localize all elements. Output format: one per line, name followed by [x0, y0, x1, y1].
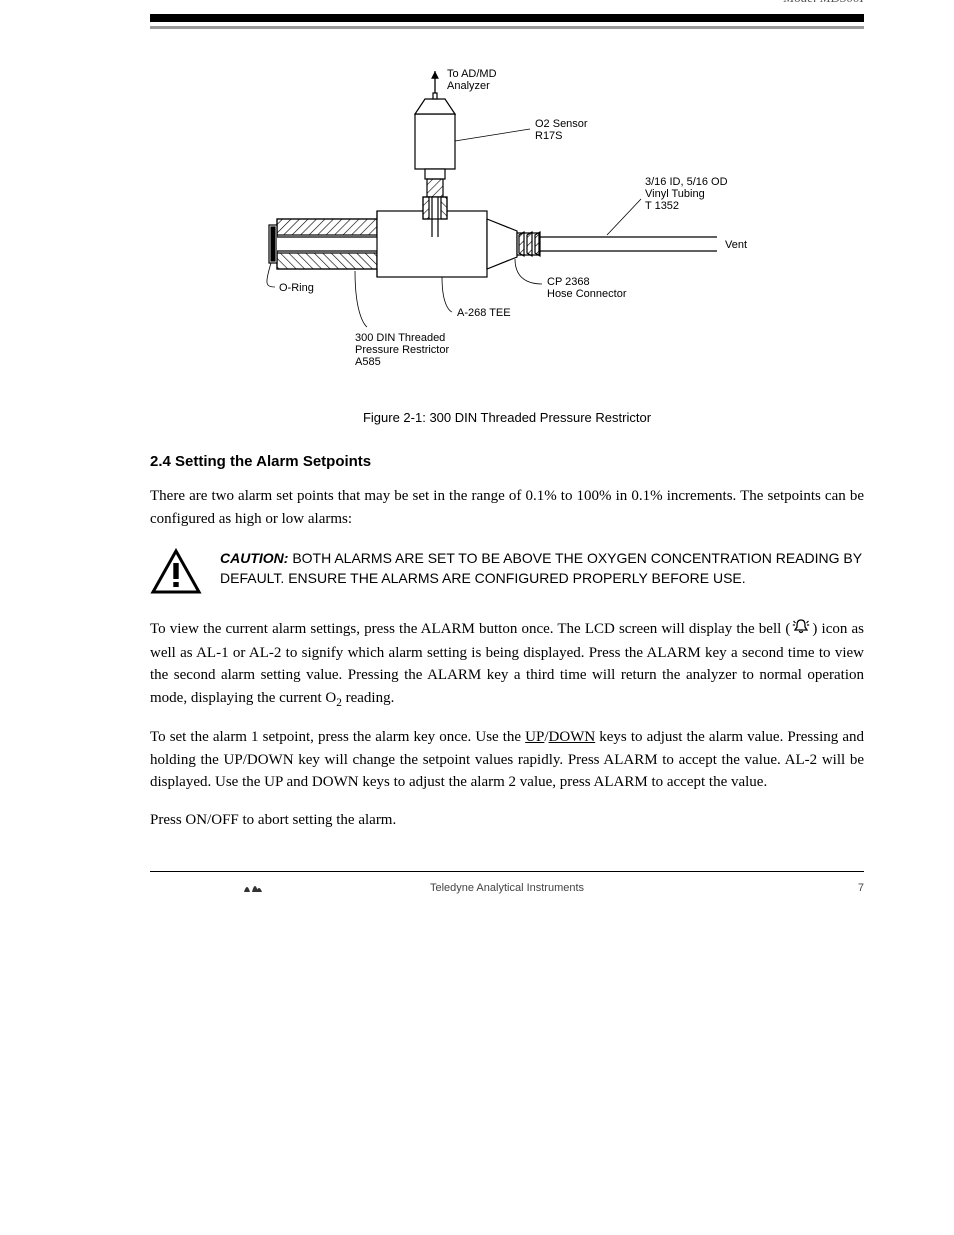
label-hose-2: Hose Connector [547, 288, 627, 300]
header-rule-thick [150, 14, 864, 22]
figure-caption: Figure 2-1: 300 DIN Threaded Pressure Re… [150, 410, 864, 425]
label-o2-sensor: O2 Sensor [535, 118, 588, 130]
caution-text: CAUTION: BOTH ALARMS ARE SET TO BE ABOVE… [220, 548, 864, 589]
diagram-container: To AD/MD Analyzer O2 Sensor R17S [150, 59, 864, 392]
para-intro: There are two alarm set points that may … [150, 485, 864, 530]
para-view-alarms: To view the current alarm settings, pres… [150, 618, 864, 711]
para-set-alarm: To set the alarm 1 setpoint, press the a… [150, 726, 864, 794]
label-tubing-1: 3/16 ID, 5/16 OD [645, 176, 728, 188]
label-tubing-2: Vinyl Tubing [645, 188, 705, 200]
page-footer: Teledyne Analytical Instruments 7 [150, 871, 864, 901]
label-restrictor-1: 300 DIN Threaded [355, 332, 445, 344]
label-hose-1: CP 2368 [547, 276, 590, 288]
caution-body: BOTH ALARMS ARE SET TO BE ABOVE THE OXYG… [220, 550, 862, 586]
label-restrictor-2: Pressure Restrictor [355, 344, 449, 356]
section-title-alarms: 2.4 Setting the Alarm Setpoints [150, 453, 864, 470]
label-tee: A-268 TEE [457, 307, 511, 319]
label-vent: Vent [725, 239, 747, 251]
header-model: Model MD300I [150, 0, 864, 6]
label-o2-sensor-2: R17S [535, 130, 563, 142]
label-to-analyzer: To AD/MD [447, 68, 497, 80]
warning-triangle-icon [150, 548, 202, 596]
tee-body-shape [269, 197, 540, 277]
caution-block: CAUTION: BOTH ALARMS ARE SET TO BE ABOVE… [150, 548, 864, 596]
label-oring: O-Ring [279, 282, 314, 294]
label-to-analyzer-2: Analyzer [447, 80, 490, 92]
header-rule-thin [150, 26, 864, 29]
label-tubing-3: T 1352 [645, 200, 679, 212]
pressure-restrictor-diagram: To AD/MD Analyzer O2 Sensor R17S [247, 59, 767, 389]
para-abort: Press ON/OFF to abort setting the alarm. [150, 809, 864, 832]
caution-label: CAUTION: [220, 550, 288, 566]
o2-sensor-shape [415, 93, 455, 211]
label-restrictor-3: A585 [355, 356, 381, 368]
footer-company: Teledyne Analytical Instruments [150, 882, 864, 894]
footer-page-number: 7 [858, 882, 864, 894]
bell-icon [792, 618, 810, 642]
